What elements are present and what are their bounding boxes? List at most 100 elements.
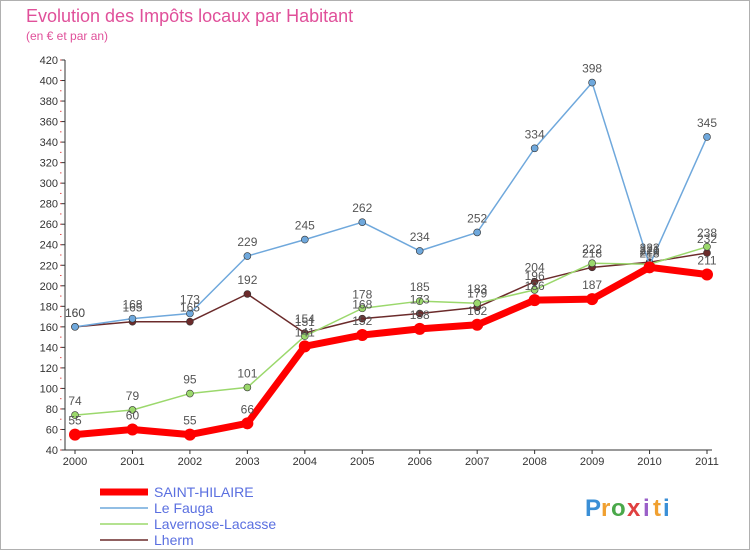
data-label: 165 — [122, 301, 142, 315]
data-label: 160 — [65, 306, 85, 320]
data-label: 55 — [183, 414, 197, 428]
series-layer — [69, 78, 713, 441]
data-label: 55 — [68, 414, 82, 428]
chart-subtitle: (en € et par an) — [26, 29, 108, 43]
data-point — [530, 277, 539, 286]
y-tick-label: 360 — [40, 117, 58, 129]
data-point — [186, 389, 194, 398]
data-label: 245 — [295, 219, 315, 233]
x-tick-label: 2000 — [63, 456, 87, 468]
y-tick-label: 300 — [40, 178, 58, 190]
data-label: 60 — [126, 408, 140, 422]
data-point — [301, 235, 309, 244]
x-tick-label: 2001 — [120, 456, 144, 468]
data-label: 234 — [410, 230, 430, 244]
data-point — [586, 293, 599, 306]
data-label: 204 — [525, 261, 545, 275]
data-label: 101 — [237, 366, 257, 380]
data-label: 154 — [295, 312, 315, 326]
chart-title: Evolution des Impôts locaux par Habitant — [26, 6, 353, 26]
data-point — [128, 314, 137, 323]
legend-label-3: Lherm — [154, 532, 194, 548]
x-tick-label: 2007 — [465, 456, 489, 468]
data-label: 211 — [697, 254, 716, 268]
series-line-2 — [74, 246, 708, 416]
data-label: 218 — [582, 246, 602, 260]
data-point — [588, 259, 596, 268]
data-label: 187 — [582, 278, 602, 292]
data-point — [473, 228, 481, 237]
data-label: 168 — [122, 298, 142, 312]
data-label: 229 — [237, 235, 257, 249]
data-point — [528, 294, 541, 307]
data-point — [703, 133, 711, 141]
legend-label-1: Le Fauga — [154, 500, 213, 516]
data-label: 185 — [410, 280, 430, 294]
data-label: 345 — [697, 116, 717, 130]
data-point — [415, 297, 424, 305]
data-point — [473, 299, 481, 308]
data-label: 173 — [180, 293, 200, 307]
data-point — [358, 304, 367, 313]
data-label: 74 — [68, 394, 82, 408]
data-label: 238 — [697, 226, 717, 240]
data-label: 186 — [525, 279, 545, 293]
data-label: 196 — [525, 269, 545, 283]
x-tick-label: 2006 — [407, 456, 431, 468]
brand-letter: i — [643, 495, 650, 522]
data-label: 141 — [295, 325, 315, 339]
data-point — [703, 242, 711, 251]
y-tick-label: 400 — [40, 76, 58, 88]
data-label: 162 — [467, 304, 487, 318]
y-tick-label: 340 — [40, 137, 58, 149]
data-point — [243, 252, 252, 260]
data-point — [298, 340, 311, 353]
data-point — [643, 261, 656, 274]
data-point — [530, 144, 539, 153]
data-label: 168 — [352, 298, 372, 312]
y-tick-label: 120 — [40, 363, 58, 375]
legend-label-0: SAINT-HILAIRE — [154, 484, 254, 500]
brand-letter: r — [601, 495, 610, 522]
brand-letter: x — [627, 495, 641, 522]
x-tick-label: 2009 — [580, 456, 604, 468]
data-label: 221 — [640, 243, 660, 257]
data-label: 218 — [640, 246, 660, 260]
data-point — [588, 78, 596, 87]
data-point — [356, 329, 369, 342]
data-point — [241, 417, 254, 430]
data-label: 95 — [183, 373, 197, 387]
data-label: 173 — [410, 293, 430, 307]
data-point — [701, 268, 713, 281]
data-label: 220 — [640, 244, 660, 258]
series-line-0 — [71, 263, 711, 439]
data-point — [186, 309, 194, 318]
data-point — [301, 332, 309, 340]
data-label: 79 — [126, 389, 140, 403]
y-tick-label: 100 — [40, 383, 58, 395]
data-label: 151 — [295, 315, 315, 329]
brand-letter: i — [663, 495, 670, 522]
x-tick-label: 2002 — [178, 456, 202, 468]
data-label: 160 — [65, 306, 85, 320]
data-point — [530, 286, 539, 294]
brand-letter: t — [653, 495, 661, 522]
data-label: 183 — [467, 282, 487, 296]
y-tick-label: 180 — [40, 301, 58, 313]
y-tick-label: 220 — [40, 260, 58, 272]
data-label: 179 — [467, 286, 487, 300]
data-point — [243, 290, 252, 298]
data-label: 232 — [697, 232, 717, 246]
data-point — [71, 411, 79, 419]
data-point — [471, 318, 484, 331]
y-tick-label: 200 — [40, 281, 58, 293]
data-label: 334 — [525, 127, 545, 141]
x-tick-label: 2005 — [350, 456, 374, 468]
legend-label-2: Lavernose-Lacasse — [154, 516, 276, 532]
y-tick-label: 380 — [40, 96, 58, 108]
y-tick-label: 60 — [46, 424, 58, 436]
data-label: 178 — [352, 287, 372, 301]
